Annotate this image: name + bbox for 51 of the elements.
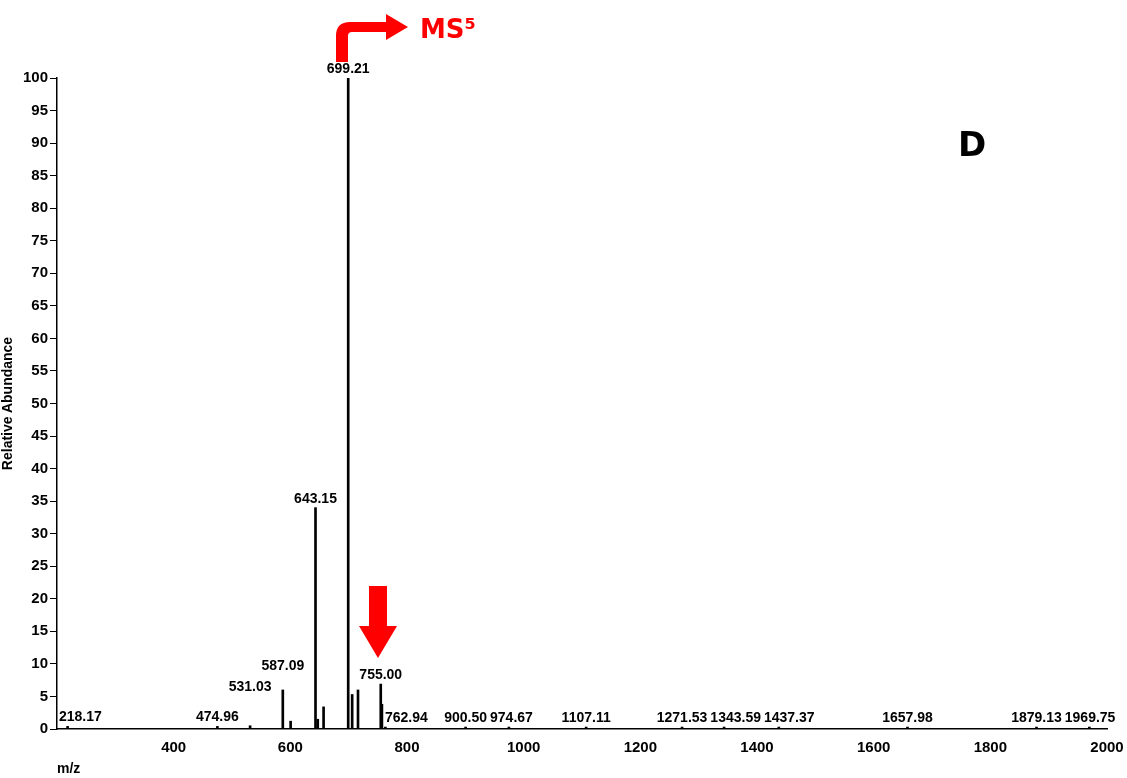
x-tick-label: 1200 xyxy=(623,738,658,756)
y-tick-label: 90 xyxy=(31,133,48,151)
y-tick-label: 20 xyxy=(31,588,48,606)
y-tick-label: 85 xyxy=(31,165,48,183)
y-tick-label: 15 xyxy=(31,621,48,639)
y-tick-label: 50 xyxy=(31,393,48,411)
y-tick-label: 70 xyxy=(31,263,48,281)
x-tick-label: 1400 xyxy=(740,738,774,756)
x-axis-title: m/z xyxy=(57,760,81,777)
annotation: 218.17 xyxy=(59,708,103,725)
annotation: 900.50 xyxy=(444,708,488,725)
annotation: 699.21 xyxy=(326,59,370,76)
annotation: 1879.13 xyxy=(1011,708,1063,725)
y-tick-label: 80 xyxy=(31,198,48,216)
annotation: 643.15 xyxy=(294,489,338,506)
x-tick-label: 2000 xyxy=(1090,738,1124,756)
annotation: 974.67 xyxy=(490,708,534,725)
annotation: 755.00 xyxy=(359,665,403,682)
y-tick-label: 75 xyxy=(31,230,48,248)
annotation: 1969.75 xyxy=(1064,708,1116,725)
x-tick-label: 1600 xyxy=(856,738,891,756)
x-tick-label: 1800 xyxy=(973,738,1008,756)
y-tick-label: 55 xyxy=(31,361,48,379)
y-tick-label: 100 xyxy=(22,68,48,86)
x-tick-label: 1000 xyxy=(506,738,541,756)
y-tick-label: 0 xyxy=(39,719,48,737)
annotation: 1437.37 xyxy=(763,708,815,725)
annotation: 587.09 xyxy=(261,656,305,673)
y-tick-label: 65 xyxy=(31,295,48,313)
annotation: 1271.53 xyxy=(656,708,708,725)
annotation: 474.96 xyxy=(195,708,240,725)
y-tick-label: 60 xyxy=(31,328,48,346)
x-tick-label: 800 xyxy=(394,738,420,756)
y-tick-label: 40 xyxy=(31,458,48,476)
y-tick-label: 95 xyxy=(31,100,48,118)
annotation: 1343.59 xyxy=(710,708,762,725)
annotation: 1657.98 xyxy=(882,708,934,725)
text: MS⁵ xyxy=(420,14,476,44)
y-tick-label: 10 xyxy=(31,654,48,672)
annotation: 531.03 xyxy=(228,677,272,694)
y-tick-label: 35 xyxy=(31,491,48,509)
annotation: 1107.11 xyxy=(561,708,611,725)
y-tick-label: 45 xyxy=(31,426,48,444)
y-axis-title: Relative Abundance xyxy=(0,336,16,471)
annotation: D xyxy=(958,124,987,164)
y-tick-label: 25 xyxy=(31,556,48,574)
annotation: 762.94 xyxy=(384,708,428,725)
x-tick-label: 400 xyxy=(161,738,187,756)
x-tick-label: 600 xyxy=(277,738,303,756)
y-tick-label: 30 xyxy=(31,523,48,541)
y-tick-label: 5 xyxy=(39,686,48,704)
